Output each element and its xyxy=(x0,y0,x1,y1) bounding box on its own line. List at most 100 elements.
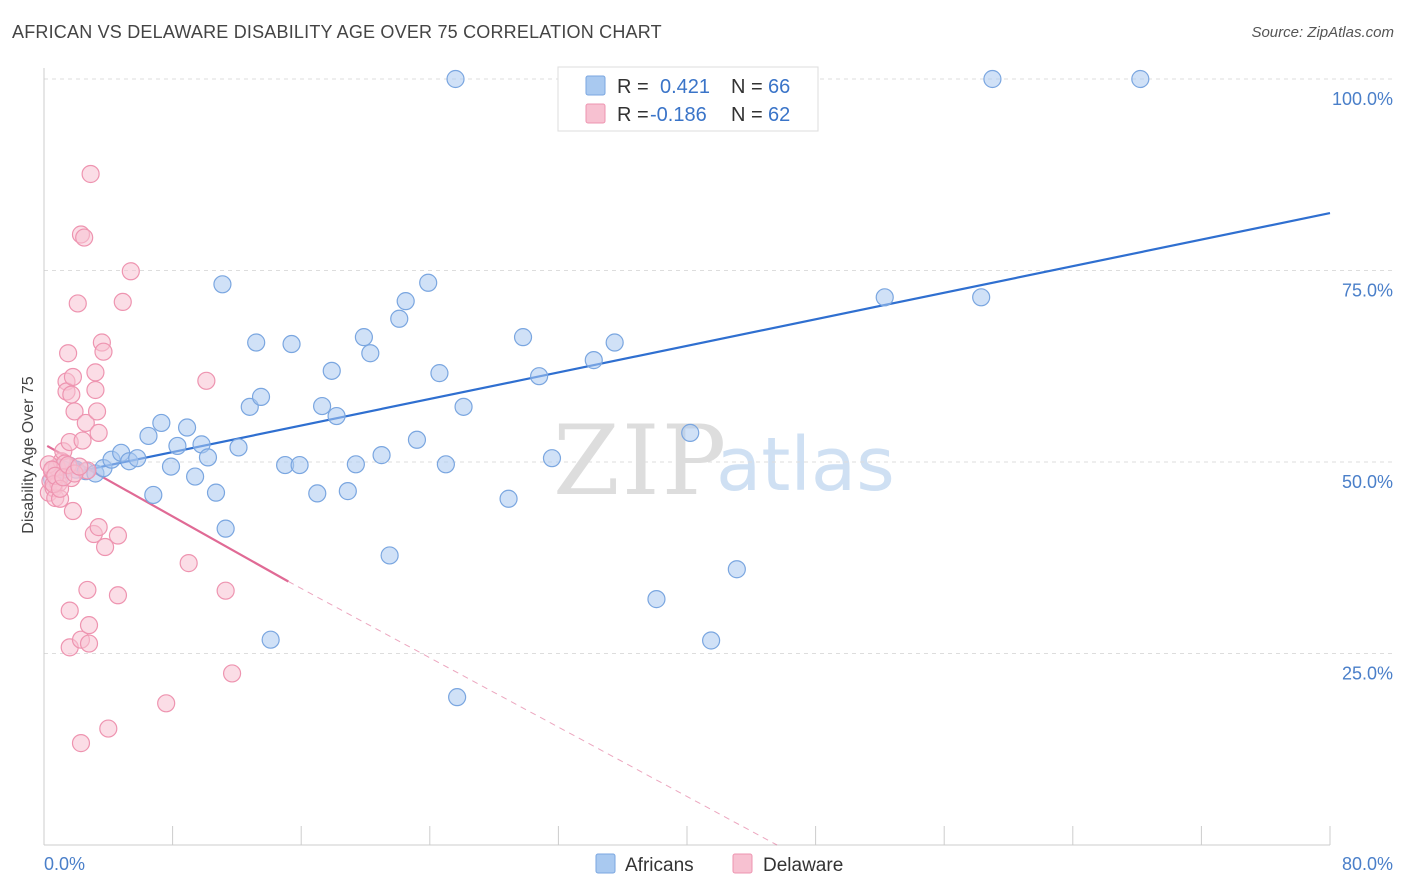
delaware-point xyxy=(179,554,198,573)
africans-point xyxy=(186,467,205,486)
africans-point xyxy=(584,351,603,370)
africans-point xyxy=(346,455,365,474)
axes xyxy=(43,68,1331,846)
delaware-point xyxy=(63,367,83,387)
delaware-point xyxy=(79,616,99,635)
delaware-point xyxy=(75,228,94,247)
africans-point xyxy=(419,273,438,292)
legend-r-value-africans: 0.421 xyxy=(660,76,710,98)
africans-point xyxy=(322,361,341,380)
africans-point xyxy=(327,406,346,426)
africans-point xyxy=(206,483,226,502)
africans-point xyxy=(407,430,427,449)
data-points xyxy=(39,69,1150,753)
legend-n-value-africans: 66 xyxy=(768,76,790,98)
delaware-point xyxy=(113,292,132,312)
legend-swatch-africans xyxy=(585,75,606,96)
delaware-point xyxy=(71,734,91,753)
x-tick-label: 0.0% xyxy=(44,854,85,874)
legend-r-label-africans: R = xyxy=(617,76,649,98)
series-legend: Africans Delaware xyxy=(595,853,843,876)
africans-point xyxy=(282,334,301,354)
y-tick-label: 75.0% xyxy=(1342,281,1393,301)
africans-point xyxy=(727,560,746,579)
delaware-point xyxy=(81,164,100,184)
watermark-zip: ZIP xyxy=(553,405,728,517)
x-tick-labels: 0.0% 80.0% xyxy=(44,854,1393,874)
africans-point xyxy=(983,69,1002,89)
delaware-point xyxy=(89,518,108,537)
africans-point xyxy=(144,485,163,505)
africans-point xyxy=(213,275,232,294)
legend-n-label-africans: N = xyxy=(731,76,763,98)
chart-title: AFRICAN VS DELAWARE DISABILITY AGE OVER … xyxy=(12,22,662,42)
delaware-point xyxy=(68,294,87,313)
delaware-point xyxy=(73,431,92,450)
africans-point xyxy=(247,333,266,352)
delaware-point xyxy=(99,719,118,738)
delaware-point xyxy=(197,371,216,390)
africans-point xyxy=(436,455,455,474)
africans-point xyxy=(372,446,391,465)
y-axis-label: Disability Age Over 75 xyxy=(20,376,37,534)
africans-point xyxy=(681,423,700,442)
delaware-point xyxy=(89,423,108,442)
africans-point xyxy=(972,288,991,307)
delaware-point xyxy=(62,385,81,404)
africans-point xyxy=(647,590,666,609)
delaware-trend-extension xyxy=(288,581,778,846)
africans-point xyxy=(605,333,624,352)
africans-point xyxy=(446,69,465,89)
legend-n-value-delaware: 62 xyxy=(768,104,790,126)
delaware-point xyxy=(79,634,99,653)
delaware-point xyxy=(94,342,113,361)
delaware-point xyxy=(78,580,97,600)
delaware-point xyxy=(108,586,128,605)
source-credit: Source: ZipAtlas.com xyxy=(1251,24,1394,41)
africans-point xyxy=(448,688,467,707)
africans-point xyxy=(454,397,473,416)
delaware-point xyxy=(63,501,83,521)
africans-point xyxy=(312,396,332,416)
africans-point xyxy=(702,631,721,650)
africans-point xyxy=(152,413,171,433)
africans-point xyxy=(139,426,158,446)
bottom-legend-swatch-africans xyxy=(595,853,616,874)
gridlines xyxy=(44,78,1392,654)
delaware-point xyxy=(121,262,140,281)
africans-point xyxy=(875,288,894,307)
africans-point xyxy=(168,436,187,456)
africans-point xyxy=(161,457,181,476)
delaware-point xyxy=(222,664,242,683)
africans-point xyxy=(354,328,373,347)
legend-r-label-delaware: R = xyxy=(617,104,649,126)
delaware-point xyxy=(86,380,105,400)
africans-point xyxy=(177,418,197,437)
africans-point xyxy=(530,367,549,386)
africans-point xyxy=(198,448,218,467)
africans-point xyxy=(430,364,449,383)
y-tick-labels: 25.0% 50.0% 75.0% 100.0% xyxy=(1332,89,1393,684)
africans-point xyxy=(229,438,248,457)
delaware-point xyxy=(108,526,128,545)
y-tick-label: 25.0% xyxy=(1342,664,1393,684)
bottom-legend-label-delaware: Delaware xyxy=(763,855,843,876)
africans-point xyxy=(251,387,271,406)
africans-point xyxy=(361,344,380,363)
africans-trend-line xyxy=(50,211,1331,479)
bottom-legend-label-africans: Africans xyxy=(625,855,694,876)
x-tick-label: 80.0% xyxy=(1342,854,1393,874)
africans-point xyxy=(1131,69,1150,89)
africans-point xyxy=(499,489,518,508)
delaware-point xyxy=(70,457,89,476)
africans-point xyxy=(308,484,327,503)
delaware-point xyxy=(216,581,235,600)
africans-point xyxy=(128,449,147,468)
africans-point xyxy=(513,328,533,347)
africans-point xyxy=(338,482,357,501)
delaware-point xyxy=(59,344,78,363)
bottom-legend-swatch-delaware xyxy=(732,853,753,874)
delaware-point xyxy=(76,413,95,433)
africans-point xyxy=(290,455,309,475)
